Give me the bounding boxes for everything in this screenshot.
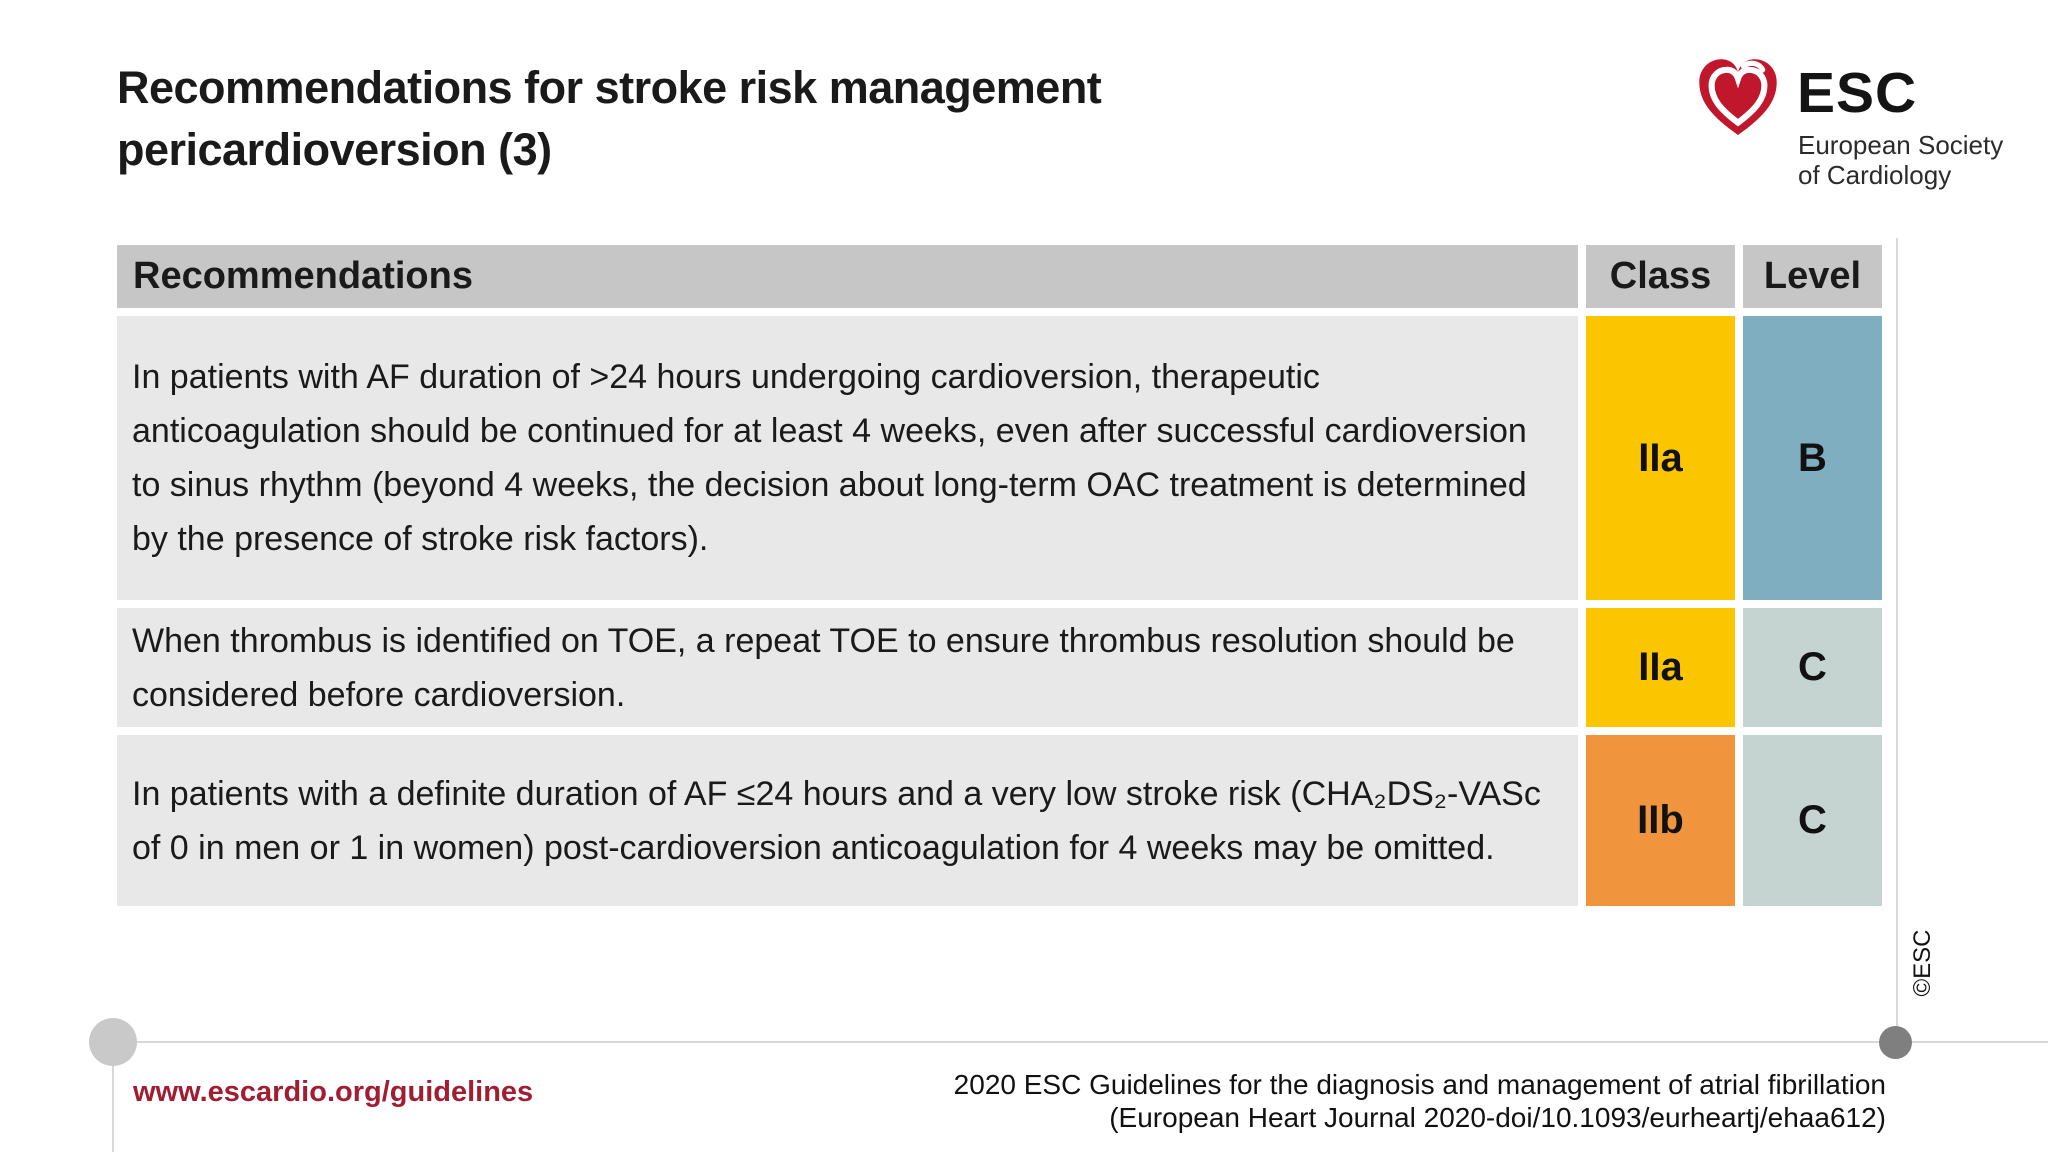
column-header-recommendations: Recommendations [117,245,1578,308]
footer-horizontal-divider [113,1041,2048,1043]
copyright-vertical-label: ©ESC [1909,929,1936,997]
table-row-2-class-badge: IIa [1586,608,1735,727]
table-row-3-recommendation: In patients with a definite duration of … [117,735,1578,906]
column-header-level: Level [1743,245,1882,308]
citation-line1: 2020 ESC Guidelines for the diagnosis an… [953,1069,1886,1100]
citation: 2020 ESC Guidelines for the diagnosis an… [954,1068,1886,1134]
footer-left-vertical-divider [112,1042,114,1152]
table-row-3-level-badge: C [1743,735,1882,906]
esc-logo-subtitle-line1: European Society [1798,130,2004,160]
citation-line2: (European Heart Journal 2020-doi/10.1093… [1109,1102,1886,1133]
esc-heart-icon [1699,59,1777,135]
right-vertical-divider [1896,238,1898,1042]
table-row-1-class-badge: IIa [1586,316,1735,600]
column-header-class: Class [1586,245,1735,308]
guidelines-url-link[interactable]: www.escardio.org/guidelines [133,1076,534,1108]
page-title: Recommendations for stroke risk manageme… [117,57,1102,181]
table-row-1-level-badge: B [1743,316,1882,600]
table-row-2-recommendation: When thrombus is identified on TOE, a re… [117,608,1578,727]
esc-logo-acronym: ESC [1797,61,1918,125]
footer-left-circle-ornament [89,1018,137,1066]
footer-right-circle-ornament [1879,1026,1912,1059]
table-row-1-recommendation: In patients with AF duration of >24 hour… [117,316,1578,600]
table-row-2-level-badge: C [1743,608,1882,727]
page-title-line1: Recommendations for stroke risk manageme… [117,62,1102,113]
table-row-3-class-badge: IIb [1586,735,1735,906]
recommendations-table: Recommendations Class Level In patients … [117,245,1882,906]
page-title-line2: pericardioversion (3) [117,124,552,175]
esc-logo-subtitle: European Society of Cardiology [1798,130,2003,190]
esc-logo-subtitle-line2: of Cardiology [1798,160,1952,190]
